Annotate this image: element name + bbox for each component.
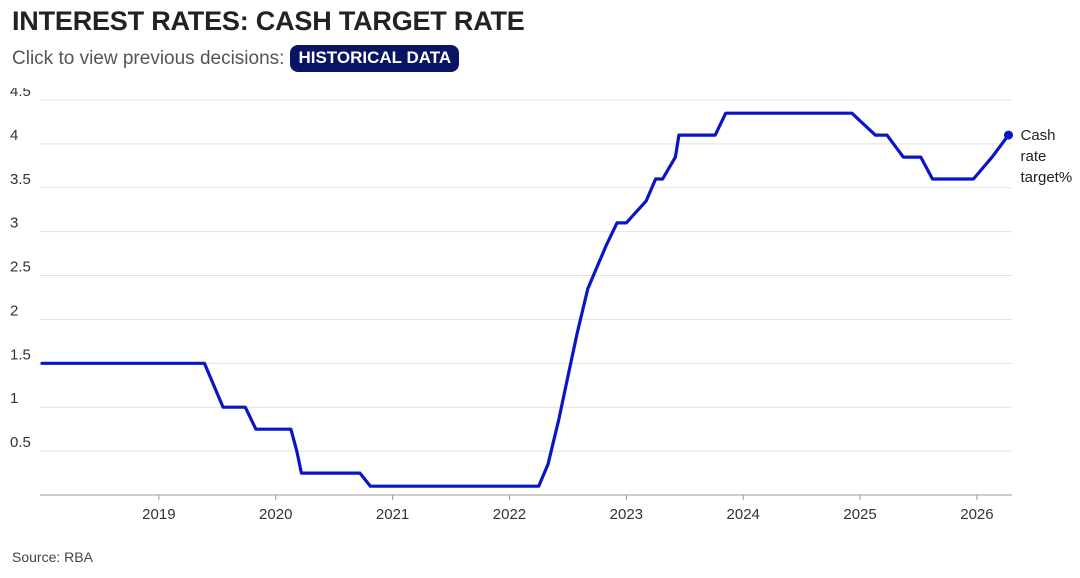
x-axis-ticks: 2019 2020 2021 2022 2023 2024 2025 2026 [142,495,994,523]
y-tick-label: 3 [10,215,18,232]
x-tick-label: 2019 [142,506,175,523]
x-tick-label: 2024 [727,506,760,523]
chart-title: INTEREST RATES: CASH TARGET RATE [12,6,525,36]
series-end-marker [1003,130,1013,140]
x-tick-label: 2020 [259,506,292,523]
source-note: Source: RBA [12,549,93,565]
x-tick-label: 2022 [493,506,526,523]
y-tick-label: 1.5 [10,346,31,363]
line-chart: 0.5 1 1.5 2 2.5 3 3.5 4 4.5 2019 2020 2021 2022 2023… [10,88,1072,523]
subtitle: Click to view previous decisions: HISTOR… [12,45,460,72]
series-end-label: target% [1020,169,1072,186]
y-tick-label: 4 [10,127,18,144]
x-tick-label: 2026 [960,506,993,523]
x-tick-label: 2021 [376,506,409,523]
y-axis-ticks: 0.5 1 1.5 2 2.5 3 3.5 4 4.5 [10,88,31,451]
series-line-cash-rate [40,111,1011,488]
y-tick-label: 2 [10,302,18,319]
x-tick-label: 2023 [610,506,643,523]
y-tick-label: 2.5 [10,259,31,276]
y-tick-label: 0.5 [10,434,31,451]
y-tick-label: 1 [10,390,18,407]
y-tick-label: 4.5 [10,88,31,100]
series-layer: Cash rate target% [40,111,1072,488]
y-tick-label: 3.5 [10,171,31,188]
gridlines [40,99,1012,496]
series-end-label: Cash [1020,127,1055,144]
series-end-label: rate [1020,148,1046,165]
historical-data-button[interactable]: HISTORICAL DATA [290,45,460,72]
x-tick-label: 2025 [843,506,876,523]
subtitle-text: Click to view previous decisions: [12,47,285,69]
